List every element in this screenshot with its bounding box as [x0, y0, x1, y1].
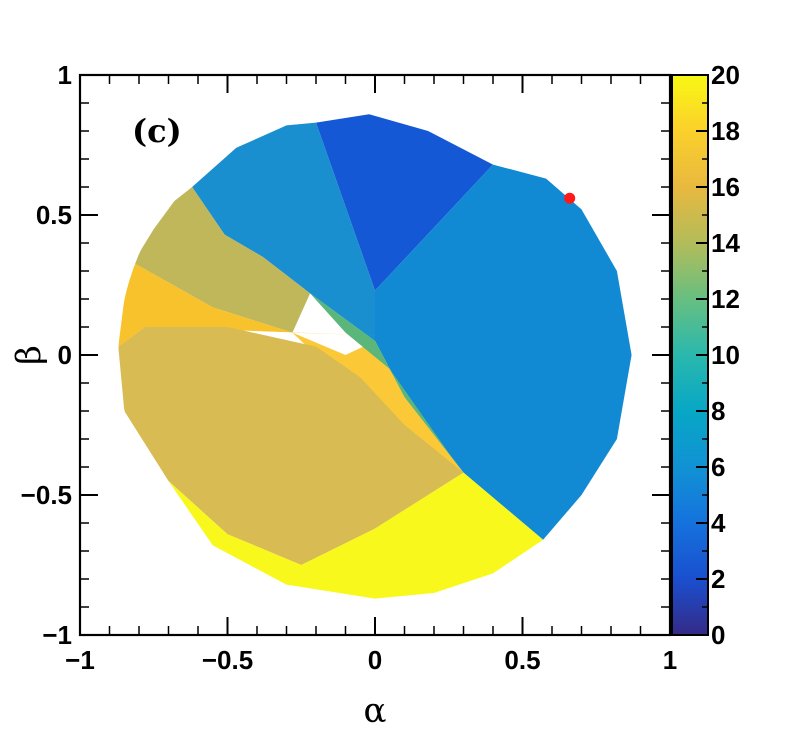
x-tick-label: −0.5 [202, 645, 253, 675]
colorbar-tick-label: 18 [711, 116, 740, 146]
y-axis-title: β [9, 345, 49, 365]
colorbar-tick-label: 4 [711, 508, 726, 538]
x-tick-label: 0.5 [504, 645, 540, 675]
region-big-tan [118, 327, 464, 565]
colorbar-tick-label: 6 [711, 452, 725, 482]
x-tick-label: −1 [65, 645, 95, 675]
colorbar-tick-label: 0 [711, 620, 725, 650]
region-top-blue [316, 114, 493, 291]
colorbar-ticks: 0 2 4 6 8 10 12 14 16 18 20 [696, 60, 740, 650]
region-bottom-yellow [168, 472, 544, 599]
x-tick-label: 0 [368, 645, 382, 675]
y-tick-label: −0.5 [21, 480, 72, 510]
y-tick-label: 0.5 [36, 200, 72, 230]
region-upper-left [192, 122, 375, 341]
highlight-point [564, 192, 576, 204]
colorbar-tick-label: 14 [711, 228, 740, 258]
y-axis-ticks: −1 −0.5 0 0.5 1 [21, 60, 670, 650]
x-axis-ticks: −1 −0.5 0 0.5 1 [65, 75, 677, 675]
heatmap-regions [118, 114, 632, 599]
colorbar-tick-label: 20 [711, 60, 740, 90]
y-tick-label: 1 [58, 60, 72, 90]
colorbar-tick-label: 8 [711, 396, 725, 426]
x-axis-title: α [364, 691, 387, 731]
y-tick-label: −1 [42, 620, 72, 650]
colorbar-tick-label: 2 [711, 564, 725, 594]
region-right-large [375, 164, 632, 540]
colorbar-tick-label: 12 [711, 284, 740, 314]
colorbar-tick-label: 10 [711, 340, 740, 370]
region-upper-left-olive [133, 187, 311, 333]
panel-label: (c) [132, 112, 182, 150]
y-tick-label: 0 [58, 340, 72, 370]
region-left-yellow-sliver [118, 262, 375, 347]
colorbar-tick-label: 16 [711, 172, 740, 202]
x-tick-label: 1 [663, 645, 677, 675]
